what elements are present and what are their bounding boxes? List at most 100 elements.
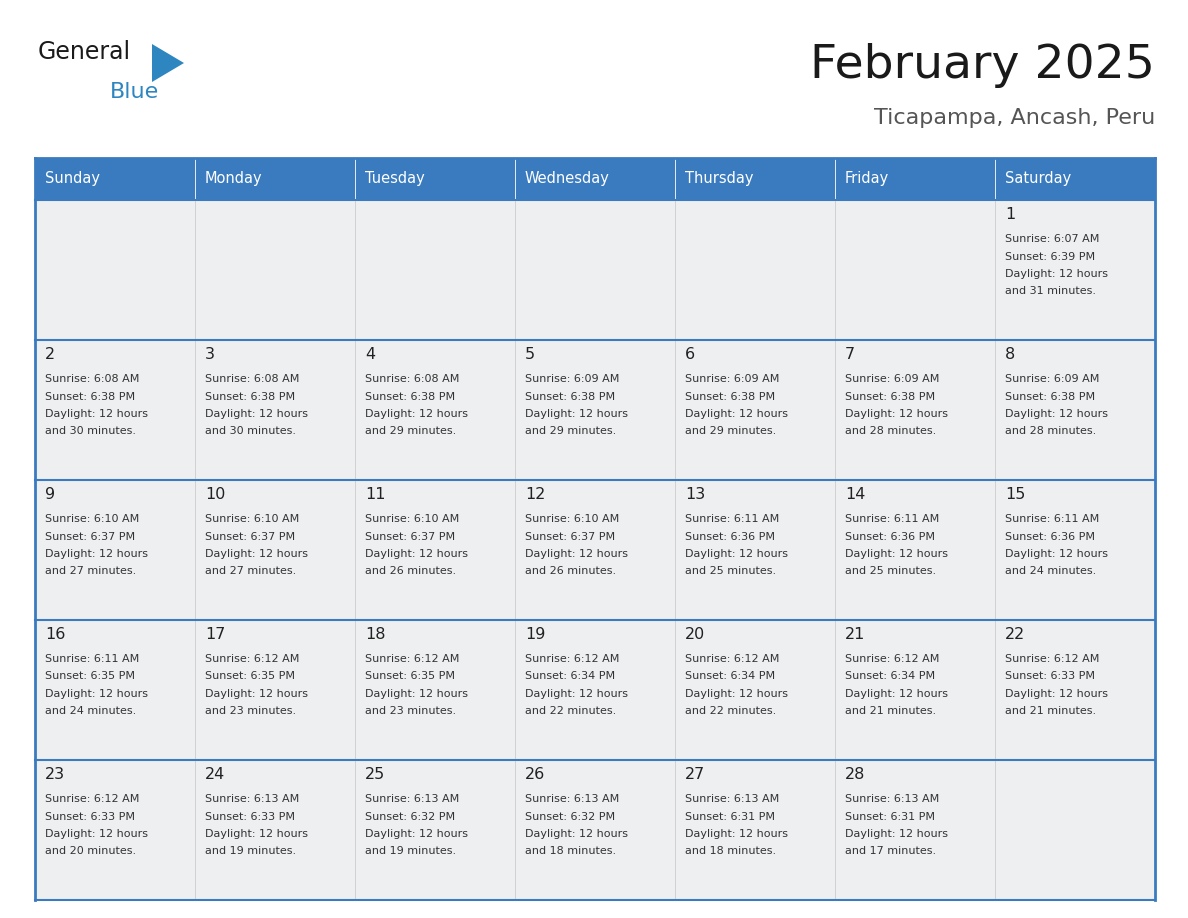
Text: Daylight: 12 hours: Daylight: 12 hours <box>845 689 948 699</box>
Text: Daylight: 12 hours: Daylight: 12 hours <box>685 549 788 559</box>
Text: Daylight: 12 hours: Daylight: 12 hours <box>45 409 148 419</box>
Text: and 18 minutes.: and 18 minutes. <box>685 846 776 856</box>
Text: Daylight: 12 hours: Daylight: 12 hours <box>525 549 628 559</box>
Text: 3: 3 <box>206 347 215 362</box>
Text: and 27 minutes.: and 27 minutes. <box>206 566 296 577</box>
Text: 14: 14 <box>845 487 865 502</box>
Text: 28: 28 <box>845 767 865 782</box>
Text: 17: 17 <box>206 627 226 642</box>
Text: Monday: Monday <box>206 172 263 186</box>
Bar <box>675 200 835 340</box>
Text: and 29 minutes.: and 29 minutes. <box>525 427 617 436</box>
Text: Sunrise: 6:08 AM: Sunrise: 6:08 AM <box>45 374 139 384</box>
Text: Sunset: 6:37 PM: Sunset: 6:37 PM <box>525 532 615 542</box>
Text: and 28 minutes.: and 28 minutes. <box>845 427 936 436</box>
Bar <box>34 158 195 200</box>
Bar <box>675 620 835 760</box>
Text: and 22 minutes.: and 22 minutes. <box>525 707 617 717</box>
Bar <box>195 158 355 200</box>
Text: Daylight: 12 hours: Daylight: 12 hours <box>525 829 628 839</box>
Bar <box>34 340 195 480</box>
Text: 7: 7 <box>845 347 855 362</box>
Text: and 28 minutes.: and 28 minutes. <box>1005 427 1097 436</box>
Bar <box>195 480 355 620</box>
Text: and 18 minutes.: and 18 minutes. <box>525 846 617 856</box>
Bar <box>675 158 835 200</box>
Text: Daylight: 12 hours: Daylight: 12 hours <box>45 549 148 559</box>
Text: Sunset: 6:31 PM: Sunset: 6:31 PM <box>685 812 775 822</box>
Text: and 23 minutes.: and 23 minutes. <box>365 707 456 717</box>
Text: 11: 11 <box>365 487 385 502</box>
Text: 15: 15 <box>1005 487 1025 502</box>
Text: Daylight: 12 hours: Daylight: 12 hours <box>685 689 788 699</box>
Bar <box>34 480 195 620</box>
Bar <box>195 340 355 480</box>
Text: 27: 27 <box>685 767 706 782</box>
Text: Sunset: 6:34 PM: Sunset: 6:34 PM <box>845 671 935 681</box>
Bar <box>996 620 1155 760</box>
Text: Daylight: 12 hours: Daylight: 12 hours <box>525 409 628 419</box>
Text: Daylight: 12 hours: Daylight: 12 hours <box>206 549 308 559</box>
Text: Daylight: 12 hours: Daylight: 12 hours <box>845 549 948 559</box>
Text: Sunrise: 6:08 AM: Sunrise: 6:08 AM <box>206 374 299 384</box>
Text: and 17 minutes.: and 17 minutes. <box>845 846 936 856</box>
Text: 25: 25 <box>365 767 385 782</box>
Text: and 29 minutes.: and 29 minutes. <box>685 427 776 436</box>
Bar <box>355 620 516 760</box>
Text: Sunrise: 6:10 AM: Sunrise: 6:10 AM <box>365 514 460 524</box>
Bar <box>675 340 835 480</box>
Bar <box>516 158 675 200</box>
Bar <box>516 340 675 480</box>
Text: Sunset: 6:34 PM: Sunset: 6:34 PM <box>685 671 775 681</box>
Bar <box>516 760 675 900</box>
Text: Daylight: 12 hours: Daylight: 12 hours <box>1005 689 1108 699</box>
Text: Sunrise: 6:11 AM: Sunrise: 6:11 AM <box>845 514 940 524</box>
Text: Sunset: 6:36 PM: Sunset: 6:36 PM <box>685 532 775 542</box>
Text: Sunrise: 6:09 AM: Sunrise: 6:09 AM <box>685 374 779 384</box>
Bar <box>835 480 996 620</box>
Text: Sunrise: 6:13 AM: Sunrise: 6:13 AM <box>525 794 619 804</box>
Text: Sunrise: 6:07 AM: Sunrise: 6:07 AM <box>1005 234 1099 244</box>
Text: Sunset: 6:33 PM: Sunset: 6:33 PM <box>206 812 295 822</box>
Text: Sunset: 6:36 PM: Sunset: 6:36 PM <box>1005 532 1095 542</box>
Text: Sunrise: 6:13 AM: Sunrise: 6:13 AM <box>845 794 940 804</box>
Bar <box>516 200 675 340</box>
Text: 6: 6 <box>685 347 695 362</box>
Text: Daylight: 12 hours: Daylight: 12 hours <box>206 689 308 699</box>
Text: Daylight: 12 hours: Daylight: 12 hours <box>45 689 148 699</box>
Text: Sunset: 6:37 PM: Sunset: 6:37 PM <box>365 532 455 542</box>
Text: Sunset: 6:38 PM: Sunset: 6:38 PM <box>1005 391 1095 401</box>
Bar <box>195 760 355 900</box>
Text: Thursday: Thursday <box>685 172 753 186</box>
Text: 16: 16 <box>45 627 65 642</box>
Text: Sunrise: 6:13 AM: Sunrise: 6:13 AM <box>685 794 779 804</box>
Text: Sunrise: 6:12 AM: Sunrise: 6:12 AM <box>365 654 460 664</box>
Text: Sunrise: 6:12 AM: Sunrise: 6:12 AM <box>45 794 139 804</box>
Text: Tuesday: Tuesday <box>365 172 425 186</box>
Text: Daylight: 12 hours: Daylight: 12 hours <box>845 409 948 419</box>
Text: 18: 18 <box>365 627 385 642</box>
Text: 2: 2 <box>45 347 55 362</box>
Text: Daylight: 12 hours: Daylight: 12 hours <box>365 829 468 839</box>
Text: and 27 minutes.: and 27 minutes. <box>45 566 137 577</box>
Bar <box>996 158 1155 200</box>
Bar <box>195 200 355 340</box>
Text: Daylight: 12 hours: Daylight: 12 hours <box>845 829 948 839</box>
Text: Sunrise: 6:09 AM: Sunrise: 6:09 AM <box>525 374 619 384</box>
Text: 13: 13 <box>685 487 706 502</box>
Text: Sunset: 6:38 PM: Sunset: 6:38 PM <box>525 391 615 401</box>
Text: Sunrise: 6:09 AM: Sunrise: 6:09 AM <box>845 374 940 384</box>
Text: Sunset: 6:33 PM: Sunset: 6:33 PM <box>45 812 135 822</box>
Text: 19: 19 <box>525 627 545 642</box>
Text: Sunset: 6:37 PM: Sunset: 6:37 PM <box>206 532 295 542</box>
Text: Sunrise: 6:09 AM: Sunrise: 6:09 AM <box>1005 374 1099 384</box>
Bar <box>996 340 1155 480</box>
Bar <box>996 480 1155 620</box>
Text: Sunrise: 6:10 AM: Sunrise: 6:10 AM <box>45 514 139 524</box>
Text: Sunrise: 6:12 AM: Sunrise: 6:12 AM <box>206 654 299 664</box>
Bar <box>516 480 675 620</box>
Text: Sunset: 6:35 PM: Sunset: 6:35 PM <box>45 671 135 681</box>
Text: Daylight: 12 hours: Daylight: 12 hours <box>1005 269 1108 279</box>
Bar <box>835 620 996 760</box>
Text: 23: 23 <box>45 767 65 782</box>
